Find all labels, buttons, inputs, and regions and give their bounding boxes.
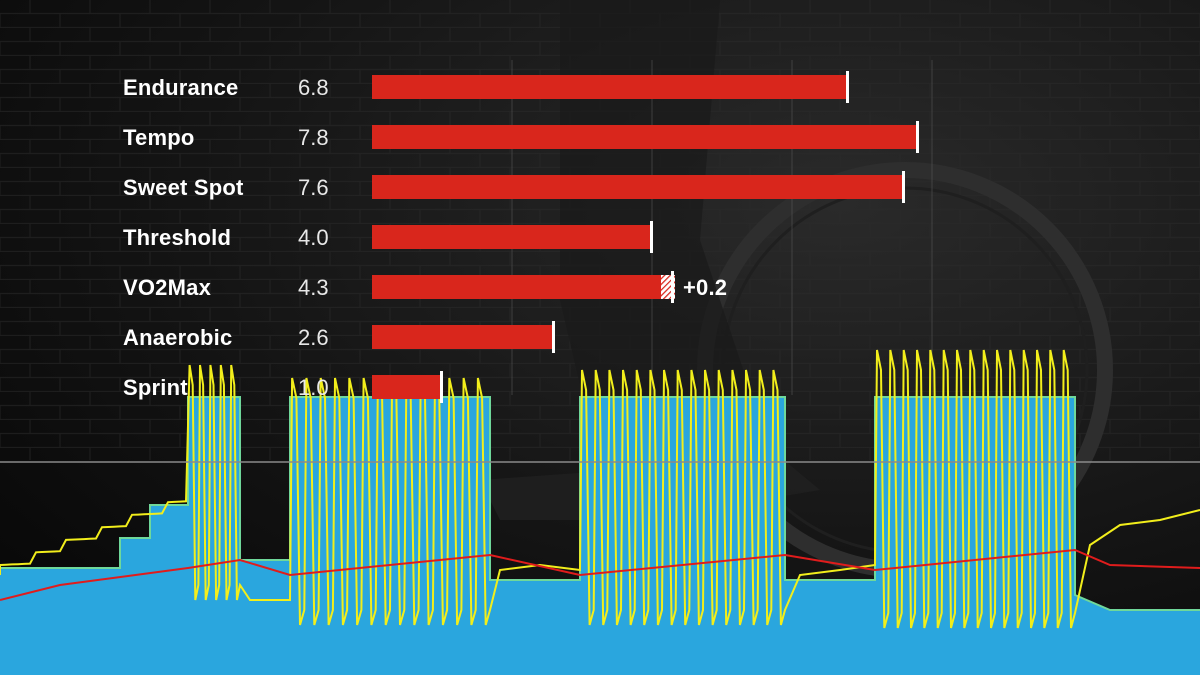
bar-marker	[846, 71, 849, 103]
bar-marker	[902, 171, 905, 203]
value-label: 4.0	[298, 225, 329, 250]
category-label: Threshold	[123, 225, 231, 250]
category-label: VO2Max	[123, 275, 212, 300]
category-label: Tempo	[123, 125, 194, 150]
bar-marker	[440, 371, 443, 403]
bar-marker	[916, 121, 919, 153]
workout-area	[0, 349, 1200, 675]
value-label: 2.6	[298, 325, 329, 350]
bar-marker	[650, 221, 653, 253]
bar	[372, 125, 918, 149]
category-label: Endurance	[123, 75, 239, 100]
bar	[372, 175, 904, 199]
bar	[372, 375, 442, 399]
bar	[372, 275, 673, 299]
value-label: 1.0	[298, 375, 329, 400]
value-label: 4.3	[298, 275, 329, 300]
value-label: 7.6	[298, 175, 329, 200]
category-label: Anaerobic	[123, 325, 232, 350]
heart-rate-line	[0, 548, 1200, 601]
workout-target-edge	[0, 396, 1200, 611]
progression-bars: Endurance 6.8 Tempo 7.8 Sweet Spot 7.6 Thresho…	[123, 71, 919, 403]
bar	[372, 325, 554, 349]
category-label: Sprint	[123, 375, 188, 400]
power-line	[0, 349, 1200, 629]
bar-marker	[671, 271, 674, 303]
category-label: Sweet Spot	[123, 175, 244, 200]
value-label: 6.8	[298, 75, 329, 100]
increase-label: +0.2	[683, 275, 727, 300]
bar	[372, 75, 848, 99]
bar-marker	[552, 321, 555, 353]
bar	[372, 225, 652, 249]
value-label: 7.8	[298, 125, 329, 150]
rider-silhouette	[560, 0, 760, 470]
